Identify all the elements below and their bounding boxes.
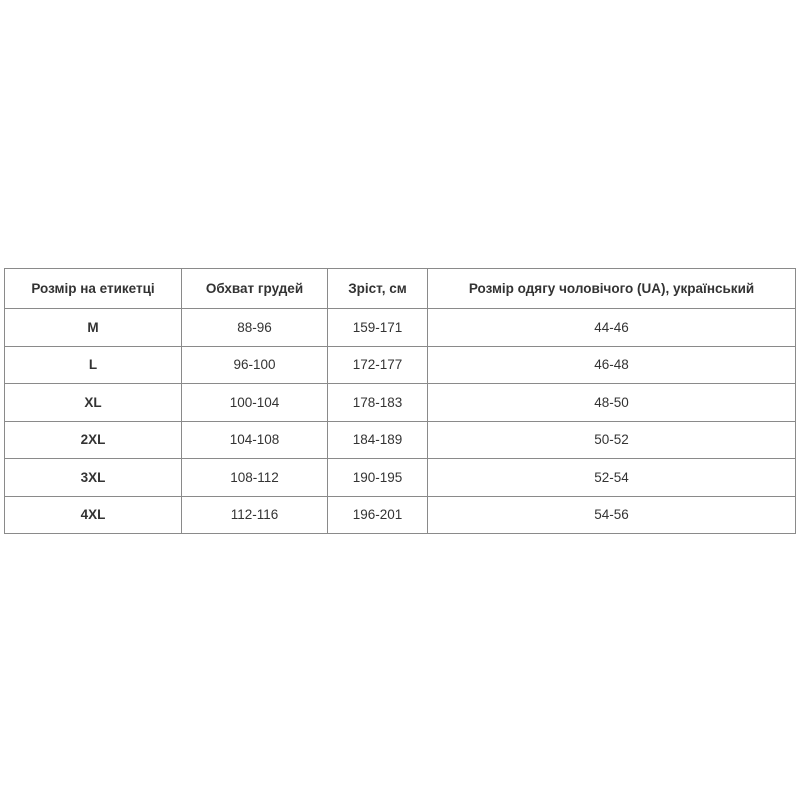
cell-ua-size: 54-56 (427, 495, 796, 534)
header-label-size: Розмір на етикетці (4, 268, 182, 309)
table-row: 3XL 108-112 190-195 52-54 (4, 458, 796, 497)
cell-ua-size: 50-52 (427, 420, 796, 459)
cell-label-size: 4XL (4, 495, 182, 534)
cell-chest: 96-100 (181, 345, 328, 384)
table-row: 2XL 104-108 184-189 50-52 (4, 420, 796, 459)
header-chest: Обхват грудей (181, 268, 328, 309)
table-row: L 96-100 172-177 46-48 (4, 345, 796, 384)
table-row: 4XL 112-116 196-201 54-56 (4, 495, 796, 534)
cell-height: 190-195 (327, 458, 428, 497)
cell-chest: 88-96 (181, 308, 328, 347)
cell-chest: 100-104 (181, 383, 328, 422)
cell-height: 178-183 (327, 383, 428, 422)
cell-ua-size: 48-50 (427, 383, 796, 422)
cell-chest: 104-108 (181, 420, 328, 459)
cell-label-size: L (4, 345, 182, 384)
cell-label-size: XL (4, 383, 182, 422)
cell-height: 184-189 (327, 420, 428, 459)
cell-label-size: 3XL (4, 458, 182, 497)
header-height: Зріст, см (327, 268, 428, 309)
cell-ua-size: 44-46 (427, 308, 796, 347)
header-row: Розмір на етикетці Обхват грудей Зріст, … (4, 268, 796, 309)
table-row: M 88-96 159-171 44-46 (4, 308, 796, 347)
cell-ua-size: 52-54 (427, 458, 796, 497)
cell-height: 172-177 (327, 345, 428, 384)
table-row: XL 100-104 178-183 48-50 (4, 383, 796, 422)
cell-label-size: M (4, 308, 182, 347)
cell-chest: 112-116 (181, 495, 328, 534)
cell-height: 159-171 (327, 308, 428, 347)
header-ua-size: Розмір одягу чоловічого (UA), українськи… (427, 268, 796, 309)
cell-chest: 108-112 (181, 458, 328, 497)
cell-label-size: 2XL (4, 420, 182, 459)
cell-ua-size: 46-48 (427, 345, 796, 384)
size-chart-table: Розмір на етикетці Обхват грудей Зріст, … (4, 268, 796, 534)
cell-height: 196-201 (327, 495, 428, 534)
